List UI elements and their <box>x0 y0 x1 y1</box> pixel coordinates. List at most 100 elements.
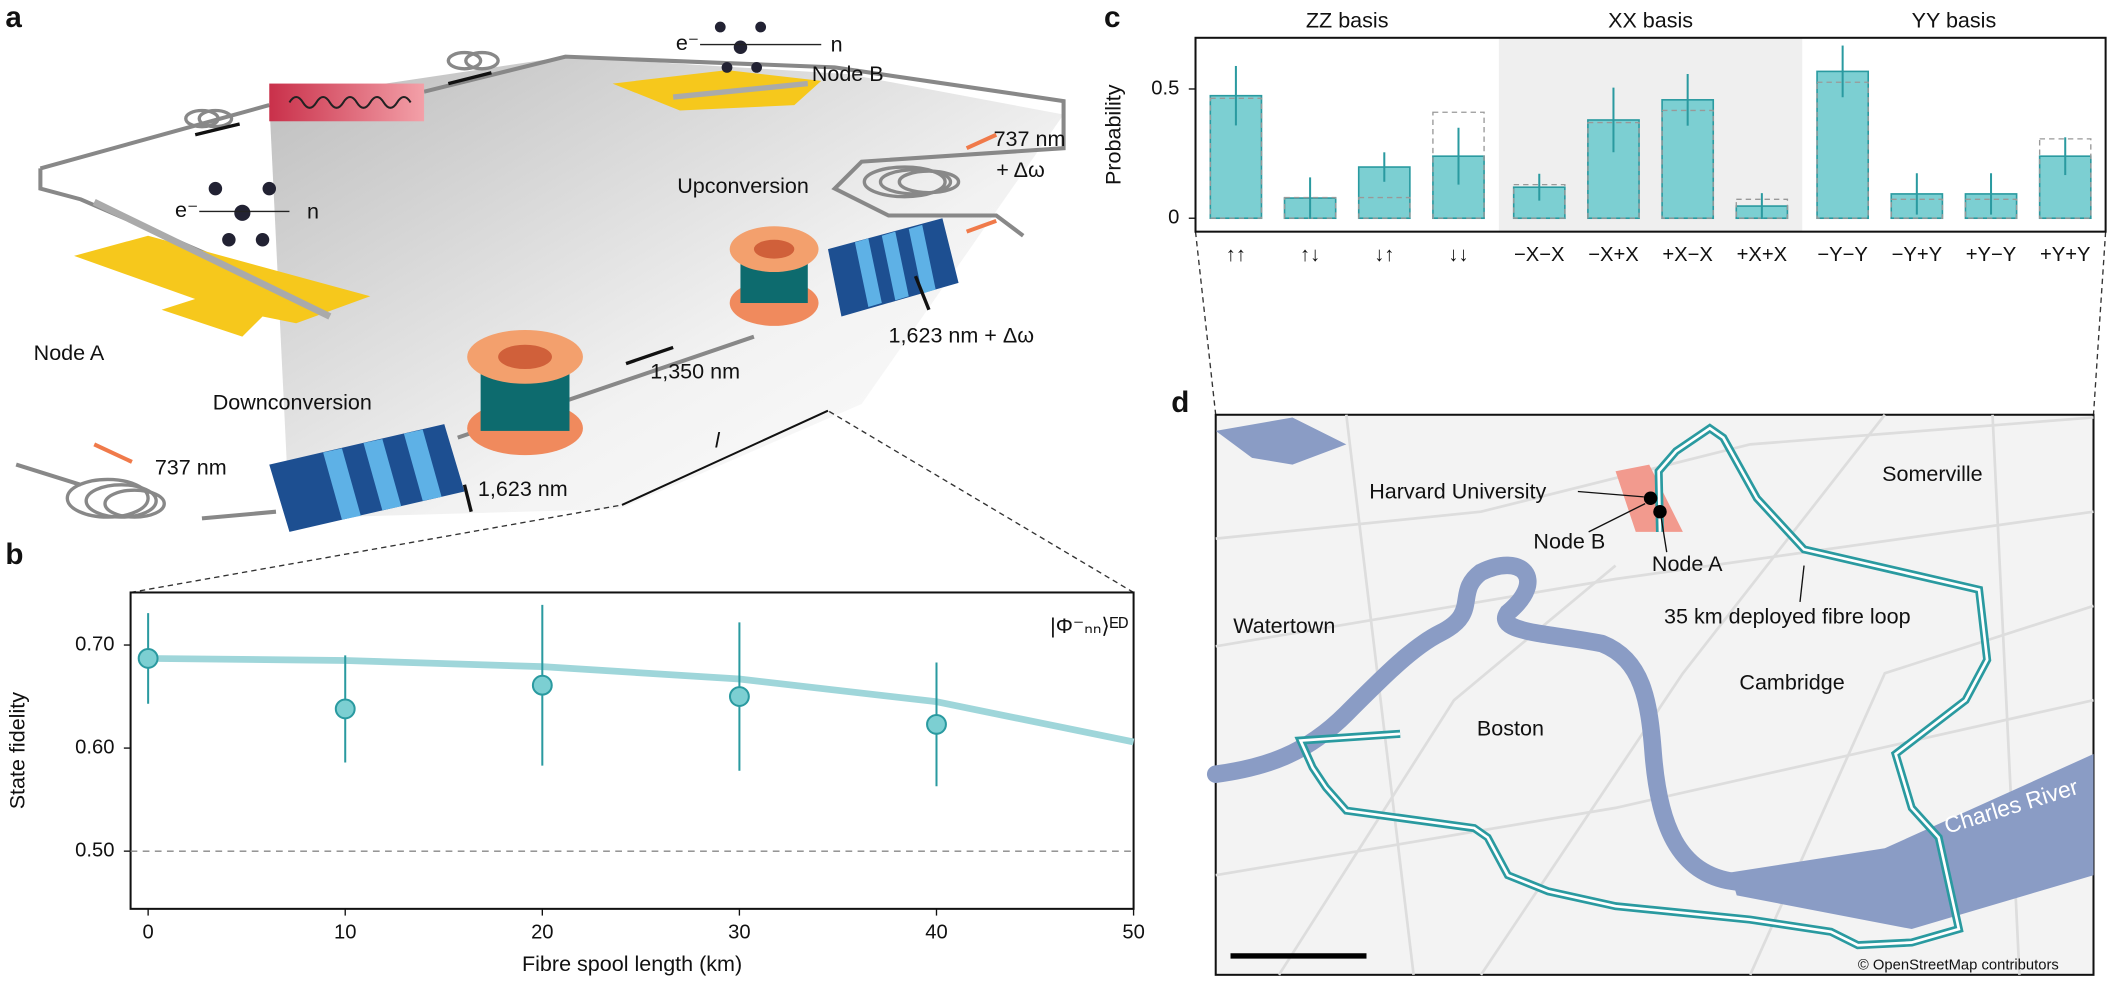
expected-bar <box>1964 198 2018 219</box>
group-label: ZZ basis <box>1306 8 1389 32</box>
x-tick-label: +X+X <box>1737 244 1788 266</box>
roads <box>1215 413 2094 976</box>
expected-bar <box>1587 121 1640 219</box>
arrows <box>194 71 931 513</box>
laser-arrows <box>93 132 998 464</box>
y-axis-label: State fidelity <box>6 692 30 810</box>
expected-bar <box>1358 196 1411 219</box>
axes-frame <box>129 591 1135 910</box>
point <box>728 686 750 707</box>
expected-bar <box>1816 81 1869 219</box>
upconversion <box>729 218 959 326</box>
label: 1,623 nm <box>478 477 568 501</box>
river <box>1729 754 2094 930</box>
x-tick-label: 20 <box>531 921 553 943</box>
map-label: Harvard University <box>1369 480 1546 504</box>
fit-curve <box>148 655 1135 746</box>
diagram-a <box>15 21 1066 532</box>
panel-label: c <box>1104 1 1120 34</box>
source <box>269 83 425 122</box>
label: Node A <box>34 341 105 365</box>
x-tick-label: −Y−Y <box>1817 244 1868 266</box>
downconversion <box>269 329 583 532</box>
x-tick-label: +X−X <box>1662 244 1713 266</box>
y-tick-label: 0 <box>1168 207 1179 229</box>
label: Node B <box>812 62 884 86</box>
label: n <box>831 33 843 57</box>
node-b-dot <box>1643 491 1658 505</box>
map-label: Watertown <box>1233 614 1335 638</box>
y-tick-label: 0.50 <box>75 839 114 861</box>
label: + Δω <box>996 158 1045 182</box>
y-tick-label: 0.5 <box>1151 77 1179 99</box>
label: e⁻ <box>175 198 198 222</box>
map: Harvard University Node B Node A Somervi… <box>1206 413 2095 976</box>
y-tick-label: 0.70 <box>75 633 114 655</box>
expected-bar <box>1890 198 1944 219</box>
expected-bar <box>2038 138 2092 219</box>
river <box>1206 556 1746 891</box>
expected-bar <box>1432 111 1485 219</box>
chip-a <box>74 235 371 337</box>
waveguide <box>672 80 809 100</box>
label: 737 nm <box>994 127 1066 151</box>
y-tick-label: 0.60 <box>75 736 114 758</box>
label: Downconversion <box>213 391 372 415</box>
map-label: Node A <box>1652 552 1723 576</box>
x-tick-label: ↓↓ <box>1448 244 1468 266</box>
y-axis-label: Probability <box>1101 84 1125 185</box>
point <box>531 674 553 696</box>
x-tick-label: ↑↓ <box>1300 244 1320 266</box>
diagram-labels: e⁻ n Node B e⁻ n Node A 737 nm + Δω Upco… <box>34 31 1066 501</box>
map-label: Somerville <box>1882 462 1983 486</box>
x-tick-label: 0 <box>143 921 154 943</box>
panel-label: d <box>1171 386 1189 419</box>
attribution: © OpenStreetMap contributors <box>1858 957 2059 973</box>
map-label: 35 km deployed fibre loop <box>1664 605 1911 629</box>
fibre-loop-inner <box>1298 426 1989 947</box>
x-tick-label: −Y+Y <box>1892 244 1943 266</box>
group-label: YY basis <box>1912 8 1997 32</box>
label: 737 nm <box>155 455 227 479</box>
x-tick-label: +Y−Y <box>1966 244 2017 266</box>
map-label: Node B <box>1533 529 1605 553</box>
siv-icons <box>199 21 822 247</box>
point <box>137 647 159 669</box>
waveguide <box>92 199 332 320</box>
x-axis-label: Fibre spool length (km) <box>522 952 742 976</box>
panel-label: a <box>5 1 22 34</box>
node-a-dot <box>1653 504 1667 519</box>
leaders <box>1577 490 1805 602</box>
label: l <box>715 428 721 452</box>
connectors <box>130 231 2107 594</box>
wave <box>288 96 412 109</box>
x-tick-label: 50 <box>1122 921 1144 943</box>
label: 1,350 nm <box>650 360 740 384</box>
length-bar <box>621 409 829 506</box>
label: n <box>307 200 319 224</box>
plane <box>269 56 1064 519</box>
map-label: Cambridge <box>1739 671 1844 695</box>
x-tick-label: 30 <box>728 921 750 943</box>
expected-bar <box>1513 183 1566 219</box>
label: Upconversion <box>677 174 809 198</box>
group-label: XX basis <box>1608 8 1693 32</box>
x-tick-label: ↓↑ <box>1374 244 1394 266</box>
label: 1,623 nm + Δω <box>889 323 1035 347</box>
x-tick-label: 10 <box>334 921 356 943</box>
label: e⁻ <box>676 31 699 55</box>
x-tick-label: +Y+Y <box>2040 244 2091 266</box>
annotation: |Φ⁻ₙₙ⟩ᴱᴰ <box>1050 614 1129 638</box>
coils <box>65 50 961 519</box>
water <box>1215 417 1347 465</box>
x-tick-label: −X−X <box>1514 244 1565 266</box>
map-label: Boston <box>1477 716 1544 740</box>
point <box>334 698 356 720</box>
expected-bar <box>1661 109 1714 219</box>
point <box>926 713 947 735</box>
x-tick-label: −X+X <box>1588 244 1639 266</box>
x-tick-label: ↑↑ <box>1226 244 1246 266</box>
axes-frame <box>1194 36 2107 233</box>
